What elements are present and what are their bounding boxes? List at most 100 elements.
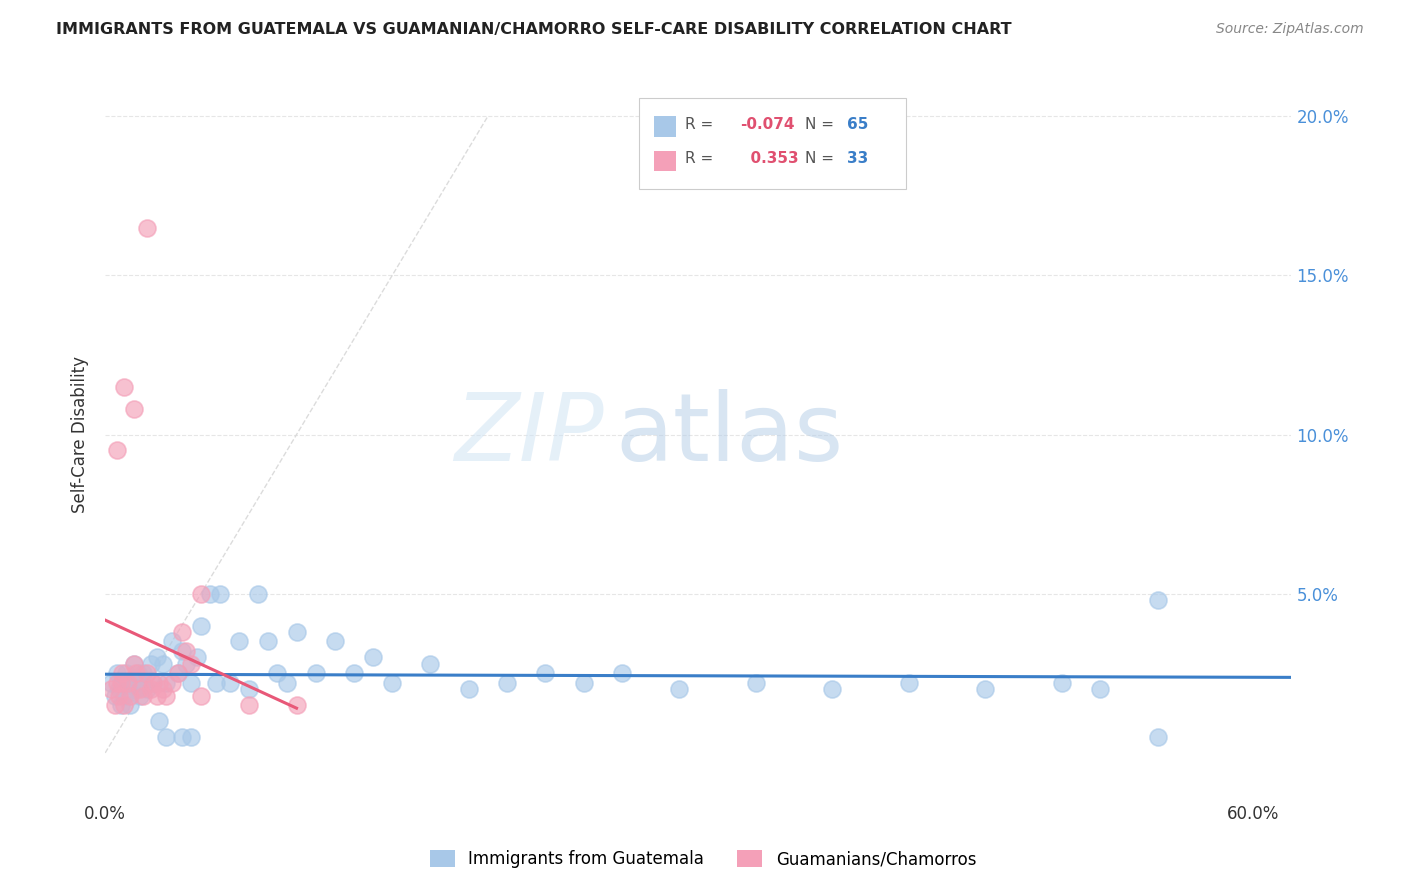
Point (266, 666, 288, 681)
Point (572, 676, 595, 690)
Point (180, 730, 202, 744)
Point (136, 682, 159, 697)
Point (457, 682, 479, 697)
Text: IMMIGRANTS FROM GUATEMALA VS GUAMANIAN/CHAMORRO SELF-CARE DISABILITY CORRELATION: IMMIGRANTS FROM GUATEMALA VS GUAMANIAN/C… (56, 22, 1012, 37)
Point (121, 676, 143, 690)
Point (610, 666, 633, 681)
Point (148, 714, 170, 728)
Point (285, 698, 308, 713)
Point (256, 634, 278, 648)
Point (125, 682, 148, 697)
Text: Source: ZipAtlas.com: Source: ZipAtlas.com (1216, 22, 1364, 37)
Point (381, 676, 404, 690)
Point (139, 657, 162, 671)
Text: R =: R = (685, 151, 713, 166)
Text: atlas: atlas (616, 389, 844, 481)
Point (122, 657, 145, 671)
Point (142, 676, 165, 690)
Point (160, 676, 183, 690)
Point (205, 676, 228, 690)
Text: 33: 33 (846, 151, 868, 166)
Point (668, 682, 690, 697)
Y-axis label: Self-Care Disability: Self-Care Disability (72, 356, 89, 513)
Point (148, 676, 170, 690)
Point (208, 587, 231, 601)
Point (111, 676, 134, 690)
Point (821, 682, 844, 697)
FancyBboxPatch shape (638, 98, 905, 189)
Point (180, 676, 202, 690)
Point (285, 624, 308, 639)
Point (104, 698, 127, 713)
Point (247, 587, 270, 601)
Point (136, 220, 159, 235)
Point (100, 676, 122, 690)
Point (160, 634, 183, 648)
Point (152, 682, 174, 697)
Text: ZIP: ZIP (454, 389, 603, 480)
Point (136, 666, 159, 681)
Point (174, 657, 197, 671)
Point (180, 657, 202, 671)
Point (117, 682, 139, 697)
Text: -0.074: -0.074 (740, 118, 794, 132)
Point (107, 682, 129, 697)
Point (190, 618, 212, 632)
Point (132, 666, 155, 681)
Point (142, 676, 165, 690)
Point (110, 676, 132, 690)
Point (155, 676, 177, 690)
Point (1146, 593, 1168, 607)
Point (190, 587, 212, 601)
Point (228, 634, 250, 648)
Point (112, 689, 135, 703)
Point (1146, 730, 1168, 744)
Point (139, 682, 162, 697)
Point (343, 666, 366, 681)
Text: N =: N = (806, 151, 834, 166)
Point (105, 666, 128, 681)
Point (238, 698, 260, 713)
Point (170, 624, 193, 639)
Point (897, 676, 920, 690)
Point (419, 657, 441, 671)
Text: N =: N = (806, 118, 834, 132)
Point (155, 689, 177, 703)
Point (305, 666, 328, 681)
Point (120, 698, 142, 713)
Point (146, 689, 169, 703)
Point (131, 676, 153, 690)
Point (200, 587, 222, 601)
Point (170, 730, 193, 744)
Point (745, 676, 768, 690)
Point (276, 676, 298, 690)
Point (105, 676, 128, 690)
Point (190, 689, 212, 703)
Point (174, 644, 197, 658)
Point (496, 676, 519, 690)
Point (218, 676, 240, 690)
Point (974, 682, 997, 697)
Point (110, 698, 132, 713)
Text: 65: 65 (846, 118, 868, 132)
Point (127, 666, 149, 681)
Text: 0.353: 0.353 (740, 151, 799, 166)
Point (146, 650, 169, 665)
Point (100, 682, 122, 697)
Point (1088, 682, 1111, 697)
Text: R =: R = (685, 118, 713, 132)
Point (167, 666, 190, 681)
Point (155, 730, 177, 744)
Point (112, 380, 135, 394)
Point (1050, 676, 1073, 690)
Point (152, 657, 174, 671)
Bar (654, 151, 676, 171)
Point (128, 689, 150, 703)
Bar (654, 116, 676, 136)
Point (186, 650, 208, 665)
Point (167, 666, 190, 681)
Point (132, 689, 155, 703)
Point (111, 666, 134, 681)
Point (105, 443, 128, 458)
Point (170, 644, 193, 658)
